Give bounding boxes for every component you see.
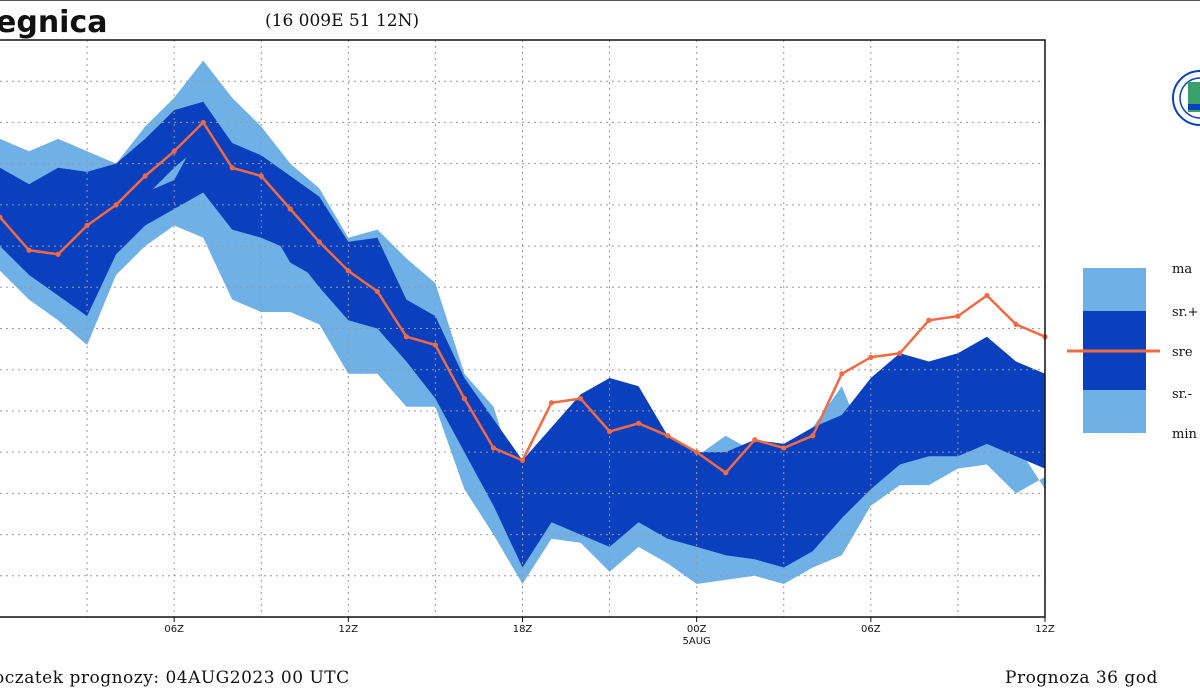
median-point — [432, 342, 439, 348]
legend: ma sr.+ sre sr.- min — [1067, 262, 1198, 442]
median-point — [374, 288, 380, 295]
median-point — [26, 247, 32, 253]
median-point — [171, 148, 177, 154]
median-point — [287, 206, 293, 212]
median-point — [694, 449, 700, 455]
legend-label-median: sre — [1172, 345, 1193, 360]
median-point — [810, 433, 816, 439]
median-point — [461, 395, 468, 402]
x-tick-label: 06Z — [164, 624, 184, 635]
median-point — [548, 400, 555, 406]
median-point — [955, 313, 961, 319]
x-tick-label: 06Z — [861, 624, 881, 635]
inner-band-lower — [0, 126, 1045, 568]
institution-logo — [1172, 70, 1200, 126]
median-point — [665, 433, 671, 439]
legend-label-max: ma — [1172, 262, 1192, 277]
station-coordinates: (16 009E 51 12N) — [265, 11, 419, 31]
chart-title: egnica — [0, 5, 108, 40]
x-tick-sublabel: 5AUG — [683, 636, 711, 647]
median-point — [345, 268, 351, 274]
median-point — [868, 354, 874, 360]
forecast-length-label: Prognoza 36 god — [1005, 668, 1158, 688]
legend-swatch-min — [1083, 390, 1146, 433]
median-point — [606, 428, 613, 435]
x-tick-label: 00Z — [687, 624, 707, 635]
x-tick-label: 12Z — [1035, 624, 1055, 635]
median-point — [258, 173, 264, 179]
median-point — [723, 470, 729, 476]
median-point — [84, 222, 90, 229]
median-point — [113, 202, 119, 208]
median-point — [752, 437, 758, 443]
median-point — [781, 445, 787, 451]
x-tick-label: 18Z — [513, 624, 533, 635]
median-point — [1013, 321, 1019, 327]
median-point — [490, 445, 497, 451]
median-point — [984, 292, 990, 299]
legend-label-min: min — [1172, 427, 1197, 442]
median-point — [403, 334, 409, 340]
legend-label-upper: sr.+ — [1172, 305, 1198, 320]
legend-label-lower: sr.- — [1172, 387, 1192, 402]
median-point — [229, 165, 235, 171]
median-point — [839, 371, 845, 377]
median-point — [577, 395, 584, 402]
median-point — [0, 214, 3, 220]
median-point — [519, 457, 526, 463]
median-point — [55, 251, 61, 257]
median-point — [316, 239, 322, 245]
logo-wave — [1188, 104, 1200, 110]
median-point — [636, 420, 642, 426]
x-tick-label: 12Z — [339, 624, 359, 635]
plot-frame — [0, 39, 1046, 618]
median-point — [142, 173, 148, 179]
median-point — [926, 317, 932, 323]
forecast-start-label: oczatek prognozy: 04AUG2023 00 UTC — [0, 668, 350, 688]
median-point — [897, 350, 903, 356]
median-point — [200, 119, 206, 126]
legend-swatch-max — [1083, 268, 1146, 311]
